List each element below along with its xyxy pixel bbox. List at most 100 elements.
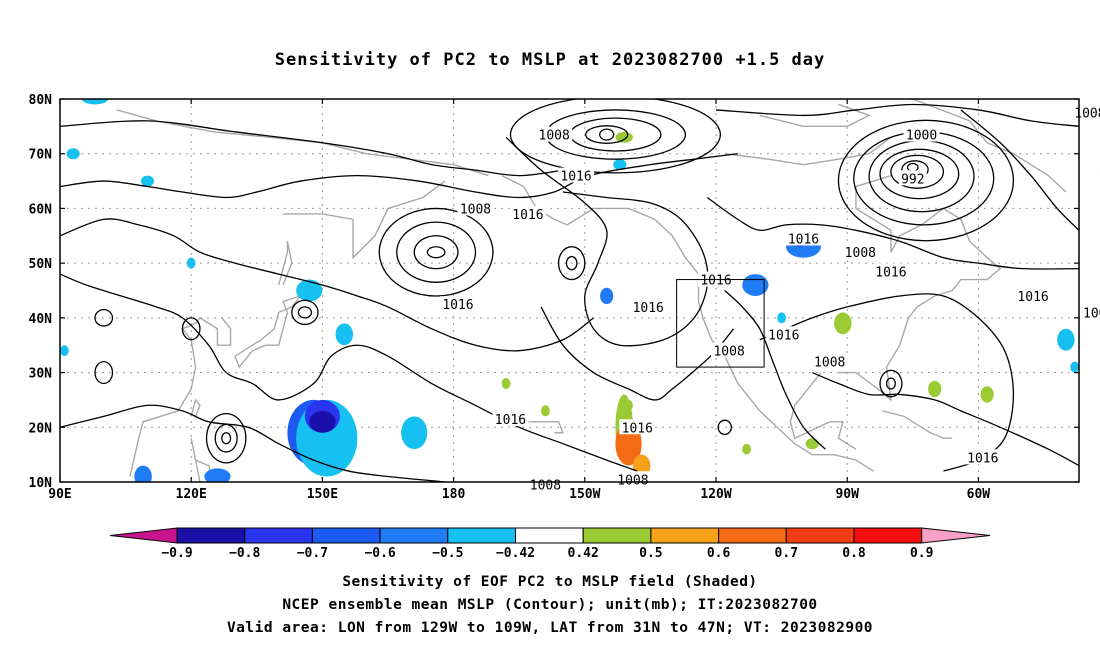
isobar [505, 136, 709, 347]
coastline-segment [190, 398, 201, 417]
sensitivity-patch [60, 345, 69, 357]
contour-label-bg [785, 230, 822, 246]
colorbar-tick-label: 0.5 [639, 546, 662, 561]
axis-ticks [59, 98, 1079, 483]
colorbar-tick-label: −0.5 [432, 546, 463, 561]
sensitivity-patch [401, 416, 428, 450]
contour-label-bg [630, 298, 667, 314]
isobar [396, 221, 477, 283]
caption-shaded: Sensitivity of EOF PC2 to MSLP field (Sh… [342, 574, 758, 590]
caption-valid-area: Valid area: LON from 129W to 109W, LAT f… [226, 620, 874, 636]
caption-contour: NCEP ensemble mean MSLP (Contour); unit(… [282, 597, 818, 613]
isobar [569, 117, 662, 152]
colorbar-swatch [244, 527, 313, 544]
contour-label: 1008 [539, 129, 570, 144]
isobar [557, 246, 586, 281]
colorbar-tick-label: 0.7 [775, 546, 798, 561]
lat-label: 20N [29, 421, 53, 436]
colorbar-swatch [447, 527, 516, 544]
lon-label: 60W [967, 487, 991, 502]
isobar [60, 120, 564, 177]
contour-label: 1016 [560, 170, 591, 185]
contour-label: 1008 [1074, 107, 1100, 122]
contour-label-bg [527, 476, 564, 492]
sensitivity-patch [541, 405, 550, 417]
colorbar-tick-label: −0.6 [364, 546, 395, 561]
lon-label: 150E [307, 487, 338, 502]
coastline-segment [190, 438, 215, 482]
contour-label-bg [898, 170, 927, 186]
lat-label: 40N [29, 312, 53, 327]
isobar [181, 317, 201, 341]
lon-label: 150W [569, 487, 600, 502]
lat-label: 70N [29, 148, 53, 163]
contour-label-bg [492, 411, 529, 427]
sensitivity-patch [335, 323, 354, 346]
sensitivity-patch [204, 468, 231, 482]
coastline-segment [116, 109, 489, 177]
sensitivity-patch [600, 287, 614, 305]
sensitivity-patch [66, 148, 80, 160]
sensitivity-patch [81, 99, 109, 105]
lat-label: 30N [29, 367, 53, 382]
latitude-labels: 80N 70N 60N 50N 40N 30N 20N 10N [29, 93, 53, 491]
coastline-segment [501, 174, 874, 472]
contour-label-bg [765, 326, 802, 342]
contour-label: 1008 [617, 473, 648, 488]
lon-label: 90E [48, 487, 71, 502]
colorbar-swatch [515, 527, 584, 544]
colorbar-tick-label: 0.42 [568, 546, 599, 561]
isobar [706, 196, 1079, 270]
contour-label-bg [457, 200, 494, 216]
contour-label: 1016 [967, 451, 998, 466]
isobar [811, 371, 1079, 467]
lat-label: 50N [29, 257, 53, 272]
isobar [717, 419, 732, 436]
sensitivity-patch [834, 312, 852, 335]
isobar [853, 131, 995, 226]
isobar [868, 139, 975, 213]
sensitivity-patch [615, 131, 633, 143]
contour-label: 992 [901, 172, 924, 187]
gridlines [60, 99, 1079, 482]
lon-label: 90W [835, 487, 859, 502]
isobar [890, 154, 945, 189]
lon-label: 120E [176, 487, 207, 502]
contour-label-bg [536, 126, 573, 142]
contour-label: 1016 [512, 208, 543, 223]
contour-label-bg [1095, 167, 1100, 183]
sensitivity-patch [140, 175, 155, 187]
sensitivity-patch [134, 465, 152, 482]
isobar [297, 306, 313, 319]
colorbar-swatch [718, 527, 787, 544]
contour-label: 1008 [530, 479, 561, 494]
longitude-labels: 90E 120E 150E 180 150W 120W 90W 60W [48, 487, 990, 502]
coastline-segment [838, 174, 1002, 402]
colorbar-tick-label: 0.9 [910, 546, 933, 561]
colorbar-labels: −0.9 −0.8 −0.7 −0.6 −0.5 −0.42 0.42 0.5 0.6 0.7 0.… [161, 546, 933, 561]
lon-label: 180 [442, 487, 466, 502]
isobar [205, 413, 247, 464]
isobar [879, 148, 960, 200]
contour-label-bg [1015, 287, 1052, 303]
colorbar-swatch [785, 527, 855, 544]
isobar [715, 103, 1079, 128]
contour-label: 1008 [845, 246, 876, 261]
isobar [60, 153, 738, 199]
colorbar-high-triangle [921, 527, 991, 544]
sensitivity-patch [501, 378, 511, 389]
colorbar-swatch [176, 527, 246, 544]
coastline-segment [882, 410, 953, 439]
colorbar-tick-label: −0.8 [229, 546, 260, 561]
contour-label: 1016 [495, 413, 526, 428]
sensitivity-patch [980, 386, 994, 403]
sensitivity-patch [613, 159, 627, 171]
contour-label: 1008 [713, 345, 744, 360]
isobar [879, 369, 903, 398]
contour-label: 1000 [906, 129, 937, 144]
contour-label-bg [964, 449, 1001, 465]
colorbar [109, 527, 991, 544]
contour-label: 1008 [460, 202, 491, 217]
contour-label: 1016 [788, 233, 819, 248]
isobar [214, 423, 238, 453]
